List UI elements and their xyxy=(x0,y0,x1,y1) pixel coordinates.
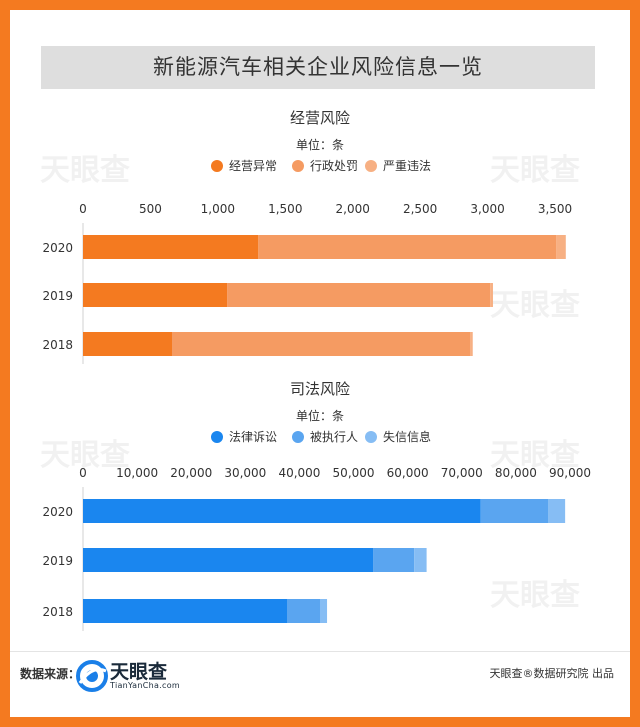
legend-marker xyxy=(365,160,377,172)
x-tick-label: 3,500 xyxy=(538,202,572,216)
x-tick-label: 30,000 xyxy=(224,466,266,480)
legend-marker xyxy=(211,160,223,172)
bar-segment xyxy=(470,332,473,356)
legend-label: 严重违法 xyxy=(383,159,431,173)
tianyancha-logo: 天眼查 TianYanCha.com xyxy=(76,656,186,696)
legend-label: 经营异常 xyxy=(229,159,277,173)
x-tick-label: 500 xyxy=(139,202,162,216)
bar-segment xyxy=(548,499,566,523)
footer-divider xyxy=(10,651,630,652)
logo-subtext: TianYanCha.com xyxy=(110,681,180,690)
y-tick-label: 2020 xyxy=(42,241,73,255)
x-tick-label: 70,000 xyxy=(441,466,483,480)
legend-marker xyxy=(365,431,377,443)
x-tick-label: 80,000 xyxy=(495,466,537,480)
chart-title: 司法风险 xyxy=(290,380,350,398)
page-title: 新能源汽车相关企业风险信息一览 xyxy=(153,55,483,79)
bar-segment xyxy=(414,548,427,572)
x-tick-label: 40,000 xyxy=(278,466,320,480)
bar-segment xyxy=(227,283,491,307)
x-tick-label: 90,000 xyxy=(549,466,591,480)
legend-label: 行政处罚 xyxy=(310,159,358,173)
credit-text: 天眼查®数据研究院 出品 xyxy=(489,667,615,680)
x-tick-label: 10,000 xyxy=(116,466,158,480)
source-label: 数据来源： xyxy=(20,667,81,681)
bar-segment xyxy=(490,283,493,307)
legend-label: 失信信息 xyxy=(383,429,431,444)
bar-segment xyxy=(83,283,228,307)
bar-segment xyxy=(83,599,287,623)
chart-unit-label: 单位：条 xyxy=(296,137,344,152)
legend-marker xyxy=(292,160,304,172)
x-tick-label: 50,000 xyxy=(333,466,375,480)
title-bar: 新能源汽车相关企业风险信息一览 xyxy=(41,46,595,89)
bar-segment xyxy=(320,599,328,623)
y-tick-label: 2019 xyxy=(42,289,73,303)
legend-marker xyxy=(292,431,304,443)
legend-label: 被执行人 xyxy=(310,430,358,444)
bar-segment xyxy=(83,548,374,572)
y-tick-label: 2020 xyxy=(42,505,73,519)
bar-segment xyxy=(172,332,471,356)
y-tick-label: 2018 xyxy=(42,605,73,619)
bar-segment xyxy=(83,235,259,259)
x-tick-label: 20,000 xyxy=(170,466,212,480)
x-tick-label: 1,000 xyxy=(201,202,235,216)
infographic-card: 新能源汽车相关企业风险信息一览 天眼查 天眼查 天眼查 天眼查 天眼查 天眼查 … xyxy=(10,10,630,717)
y-tick-label: 2019 xyxy=(42,554,73,568)
x-tick-label: 1,500 xyxy=(268,202,302,216)
x-tick-label: 0 xyxy=(79,202,87,216)
x-tick-label: 2,500 xyxy=(403,202,437,216)
chart-unit-label: 单位：条 xyxy=(296,408,344,423)
bar-segment xyxy=(258,235,557,259)
y-tick-label: 2018 xyxy=(42,338,73,352)
x-tick-label: 60,000 xyxy=(387,466,429,480)
legend-marker xyxy=(211,431,223,443)
legend-label: 法律诉讼 xyxy=(229,430,277,444)
x-tick-label: 2,000 xyxy=(336,202,370,216)
bar-segment xyxy=(373,548,415,572)
bar-segment xyxy=(83,332,173,356)
x-tick-label: 0 xyxy=(79,466,87,480)
bar-segment xyxy=(480,499,549,523)
bar-segment xyxy=(83,499,481,523)
bar-segment xyxy=(286,599,321,623)
eye-logo-icon xyxy=(76,660,108,692)
logo-text: 天眼查 xyxy=(110,661,168,683)
chart-title: 经营风险 xyxy=(290,109,350,127)
x-tick-label: 3,000 xyxy=(470,202,504,216)
bar-segment xyxy=(556,235,566,259)
